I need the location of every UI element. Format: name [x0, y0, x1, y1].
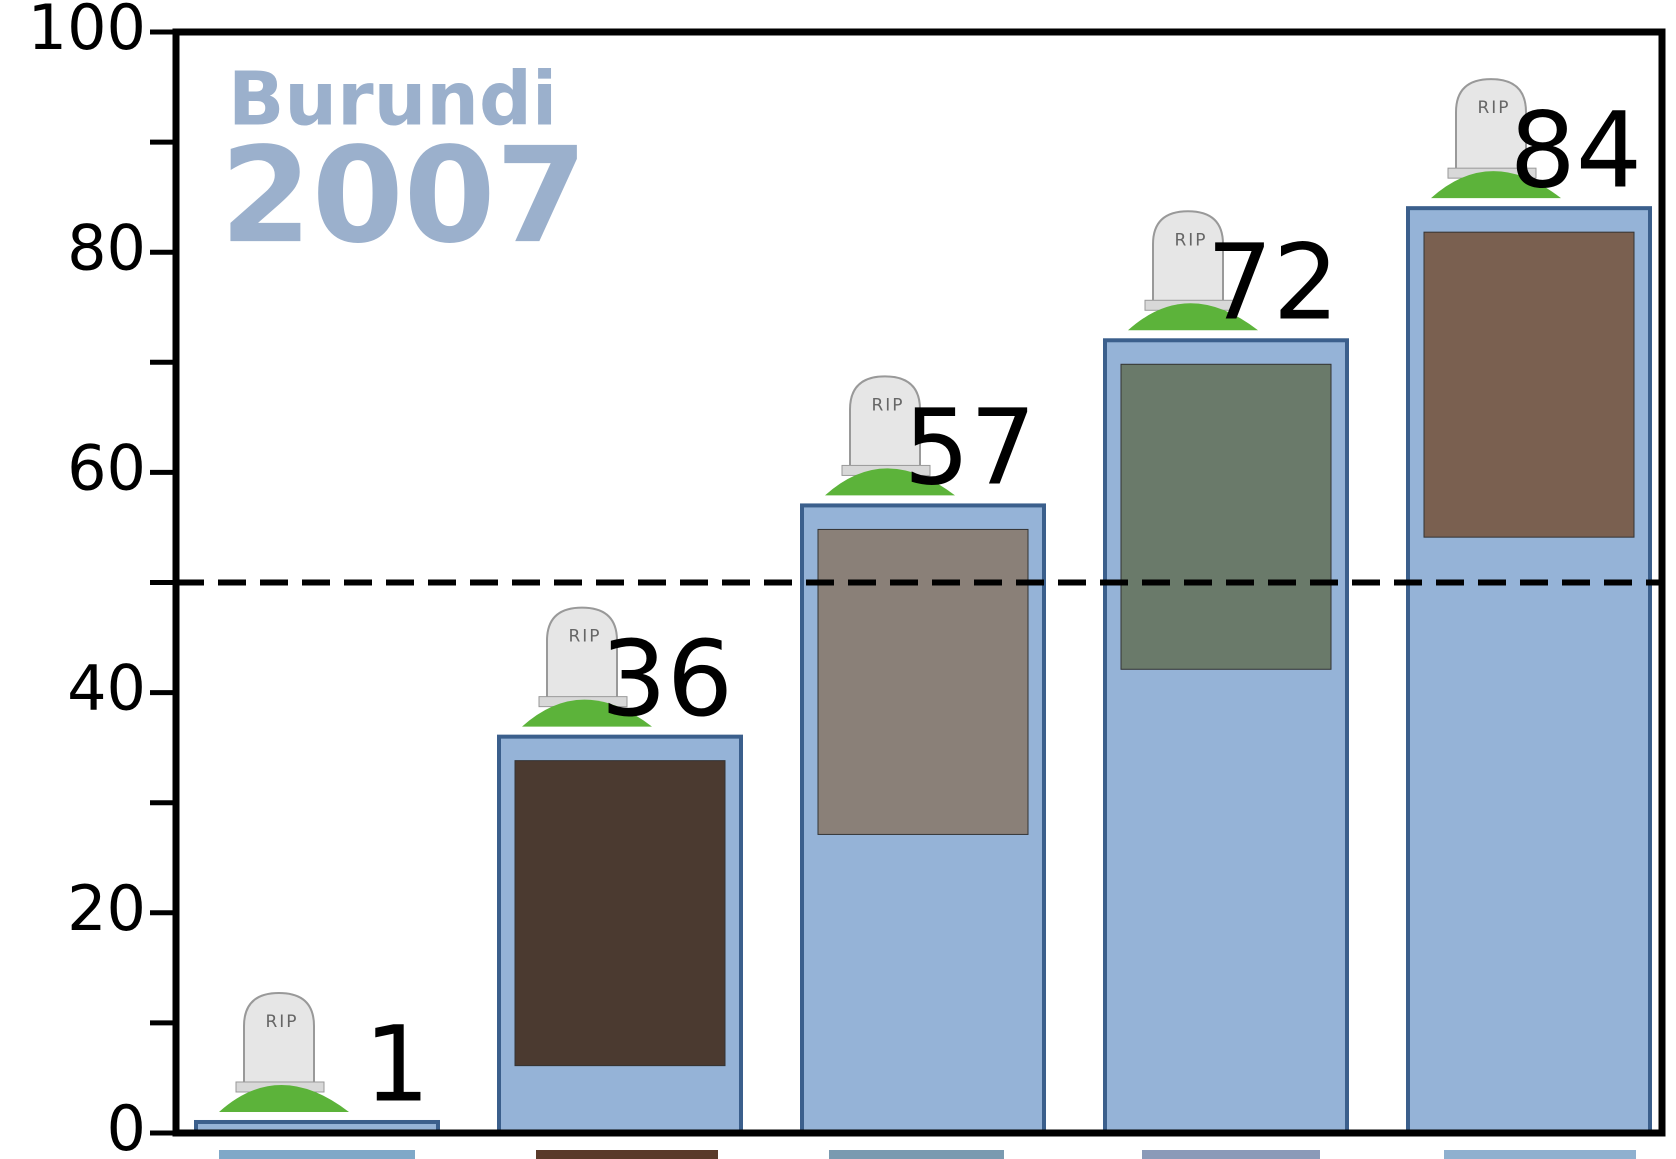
y-tick-label: 100 — [28, 0, 146, 64]
value-label: 72 — [1207, 222, 1339, 344]
tombstone-label: RIP — [568, 627, 601, 647]
tombstone: RIP — [219, 991, 349, 1112]
y-tick-label: 20 — [67, 872, 146, 945]
tombstone-label: RIP — [1477, 98, 1510, 118]
y-tick-label: 80 — [67, 211, 146, 284]
grass — [522, 699, 652, 727]
photo — [817, 528, 1029, 835]
tombstone-label: RIP — [265, 1012, 298, 1032]
grass — [1431, 171, 1561, 199]
plot-frame — [172, 28, 1666, 1137]
tombstone: RIP — [825, 375, 955, 496]
photo — [1423, 231, 1635, 538]
y-tick-label: 40 — [67, 652, 146, 725]
chart-title: Burundi — [228, 57, 557, 143]
tombstone: RIP — [522, 606, 652, 727]
below-axis-strips — [219, 1150, 1636, 1159]
tombstone-stone — [1152, 210, 1224, 308]
photo — [1120, 363, 1332, 670]
grass — [1128, 303, 1258, 331]
tombstone-label: RIP — [1174, 230, 1207, 250]
tombstone-stone — [546, 606, 618, 704]
tombstone-stone — [243, 991, 315, 1089]
grass — [219, 1084, 349, 1112]
tombstone-stone — [849, 375, 921, 473]
value-label: 84 — [1510, 89, 1642, 211]
tombstone-label: RIP — [871, 395, 904, 415]
tombstone: RIP — [1431, 78, 1561, 199]
grass — [825, 468, 955, 496]
tombstone: RIP — [1128, 210, 1258, 331]
tombstone-stone — [1455, 78, 1527, 176]
y-tick-label: 0 — [107, 1092, 146, 1159]
y-tick-label: 60 — [67, 431, 146, 504]
chart-subtitle: 2007 — [220, 119, 587, 273]
value-label: 1 — [364, 1003, 430, 1125]
photo — [514, 760, 726, 1067]
value-label: 36 — [601, 618, 733, 740]
value-label: 57 — [904, 387, 1036, 509]
